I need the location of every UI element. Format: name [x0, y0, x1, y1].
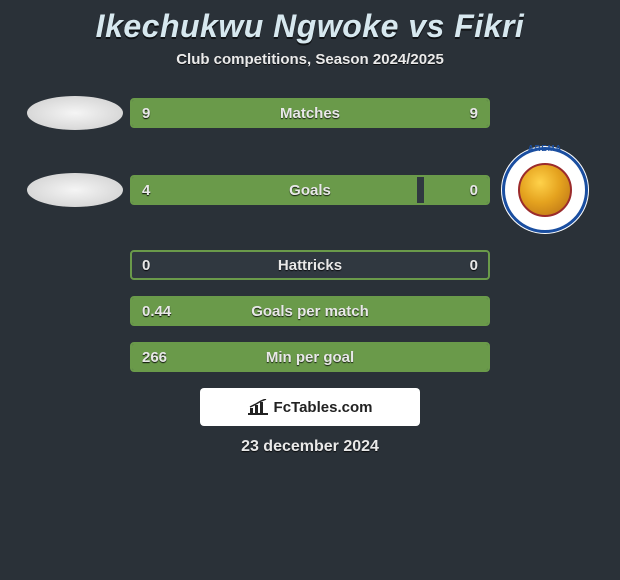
- stat-bar: 99Matches: [130, 98, 490, 128]
- bar-fill-left: [132, 298, 488, 324]
- right-side: AREMA: [490, 146, 600, 234]
- bar-fill-right: [424, 177, 488, 203]
- left-side: [20, 173, 130, 207]
- stat-label: Hattricks: [132, 257, 488, 274]
- left-side: [20, 96, 130, 130]
- stat-bar: 0 0Hattricks: [130, 250, 490, 280]
- team-right-logo: AREMA: [501, 146, 589, 234]
- team-left-logo: [27, 173, 123, 207]
- stat-value-right: 0: [470, 182, 478, 199]
- stat-bar: 266Min per goal: [130, 342, 490, 372]
- bar-fill-left: [132, 344, 488, 370]
- stat-value-left: 9: [142, 105, 150, 122]
- stat-value-right: 0: [470, 257, 478, 274]
- team-right-logo-text: AREMA: [501, 144, 589, 153]
- stat-value-left: 4: [142, 182, 150, 199]
- branding-text: FcTables.com: [274, 399, 373, 416]
- team-left-logo: [27, 96, 123, 130]
- bar-fill-left: [132, 100, 310, 126]
- stat-row: 0 0Hattricks: [0, 250, 620, 280]
- stat-value-right: 9: [470, 105, 478, 122]
- stat-value-left: 0: [142, 257, 150, 274]
- stat-row: 266Min per goal: [0, 342, 620, 372]
- stat-bar: 0.44Goals per match: [130, 296, 490, 326]
- stats-rows: 99Matches40GoalsAREMA00Hattricks0.44Goal…: [0, 96, 620, 372]
- stat-row: 0.44Goals per match: [0, 296, 620, 326]
- page-title: Ikechukwu Ngwoke vs Fikri: [0, 8, 620, 45]
- date-text: 23 december 2024: [0, 438, 620, 456]
- stat-row: 99Matches: [0, 96, 620, 130]
- bar-fill-left: [132, 177, 417, 203]
- stat-bar: 40Goals: [130, 175, 490, 205]
- chart-icon: [248, 399, 268, 415]
- comparison-card: Ikechukwu Ngwoke vs Fikri Club competiti…: [0, 0, 620, 456]
- stat-row: 40GoalsAREMA: [0, 146, 620, 234]
- page-subtitle: Club competitions, Season 2024/2025: [0, 51, 620, 68]
- branding: FcTables.com: [200, 388, 420, 426]
- bar-fill-right: [310, 100, 488, 126]
- stat-value-left: 266: [142, 349, 167, 366]
- stat-value-left: 0.44: [142, 303, 171, 320]
- team-right-logo-inner: [518, 163, 572, 217]
